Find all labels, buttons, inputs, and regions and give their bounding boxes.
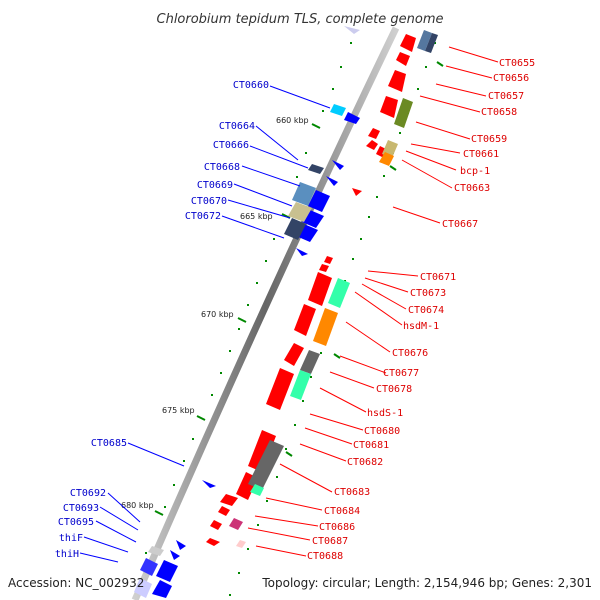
- gene-label-hsdS-1[interactable]: hsdS-1: [367, 408, 403, 419]
- gene-label-CT0663[interactable]: CT0663: [454, 183, 490, 194]
- gene-label-CT0686[interactable]: CT0686: [319, 522, 355, 533]
- gene-label-CT0672[interactable]: CT0672: [185, 211, 221, 222]
- gene-label-CT0656[interactable]: CT0656: [493, 73, 529, 84]
- gene-label-CT0669[interactable]: CT0669: [197, 180, 233, 191]
- left-connectors: [79, 85, 331, 563]
- kbp-ticks: [154, 61, 444, 516]
- gene-label-CT0674[interactable]: CT0674: [408, 305, 444, 316]
- gene-label-thiF[interactable]: thiF: [59, 533, 83, 544]
- gene-label-CT0683[interactable]: CT0683: [334, 487, 370, 498]
- gene-label-CT0682[interactable]: CT0682: [347, 457, 383, 468]
- gene-label-CT0664[interactable]: CT0664: [219, 121, 255, 132]
- gene-label-CT0688[interactable]: CT0688: [307, 551, 343, 562]
- gene-label-CT0658[interactable]: CT0658: [481, 107, 517, 118]
- gene-label-CT0677[interactable]: CT0677: [383, 368, 419, 379]
- outer-dotted-ticks: [145, 42, 436, 596]
- gene-label-bcp-1[interactable]: bcp-1: [460, 166, 490, 177]
- gene-label-CT0692[interactable]: CT0692: [70, 488, 106, 499]
- kbp-label-670: 670 kbp: [201, 310, 234, 319]
- gene-label-CT0661[interactable]: CT0661: [463, 149, 499, 160]
- gene-label-CT0676[interactable]: CT0676: [392, 348, 428, 359]
- gene-label-CT0687[interactable]: CT0687: [312, 536, 348, 547]
- gene-label-CT0666[interactable]: CT0666: [213, 140, 249, 151]
- gene-label-CT0693[interactable]: CT0693: [63, 503, 99, 514]
- genome-summary-text: Topology: circular; Length: 2,154,946 bp…: [261, 576, 592, 590]
- feature-boxes-left: [134, 26, 360, 598]
- gene-label-CT0655[interactable]: CT0655: [499, 58, 535, 69]
- accession-text: Accession: NC_002932: [8, 576, 144, 590]
- gene-label-CT0684[interactable]: CT0684: [324, 506, 360, 517]
- genome-backbone: [131, 26, 400, 600]
- gene-label-CT0680[interactable]: CT0680: [364, 426, 400, 437]
- kbp-label-665: 665 kbp: [240, 212, 273, 221]
- gene-label-CT0668[interactable]: CT0668: [204, 162, 240, 173]
- right-gene-labels: CT0655 CT0656 CT0657 CT0658 CT0659 CT066…: [307, 58, 535, 562]
- page-title: Chlorobium tepidum TLS, complete genome: [157, 12, 444, 27]
- kbp-label-675: 675 kbp: [162, 406, 195, 415]
- gene-label-hsdM-1[interactable]: hsdM-1: [403, 321, 439, 332]
- gene-label-CT0657[interactable]: CT0657: [488, 91, 524, 102]
- right-connectors: [247, 46, 499, 557]
- feature-boxes-right: [229, 30, 438, 548]
- gene-label-CT0673[interactable]: CT0673: [410, 288, 446, 299]
- gene-label-CT0670[interactable]: CT0670: [191, 196, 227, 207]
- gene-label-CT0660[interactable]: CT0660: [233, 80, 269, 91]
- gene-label-thiH[interactable]: thiH: [55, 549, 79, 560]
- left-gene-labels: CT0660 CT0664 CT0666 CT0668 CT0669 CT067…: [55, 80, 269, 560]
- gene-label-CT0671[interactable]: CT0671: [420, 272, 456, 283]
- gene-label-CT0667[interactable]: CT0667: [442, 219, 478, 230]
- kbp-label-660: 660 kbp: [276, 116, 309, 125]
- gene-label-CT0659[interactable]: CT0659: [471, 134, 507, 145]
- gene-label-CT0678[interactable]: CT0678: [376, 384, 412, 395]
- gene-label-CT0685[interactable]: CT0685: [91, 438, 127, 449]
- forward-genes: [206, 34, 416, 546]
- gene-label-CT0681[interactable]: CT0681: [353, 440, 389, 451]
- kbp-label-680: 680 kbp: [121, 501, 154, 510]
- gene-label-CT0695[interactable]: CT0695: [58, 517, 94, 528]
